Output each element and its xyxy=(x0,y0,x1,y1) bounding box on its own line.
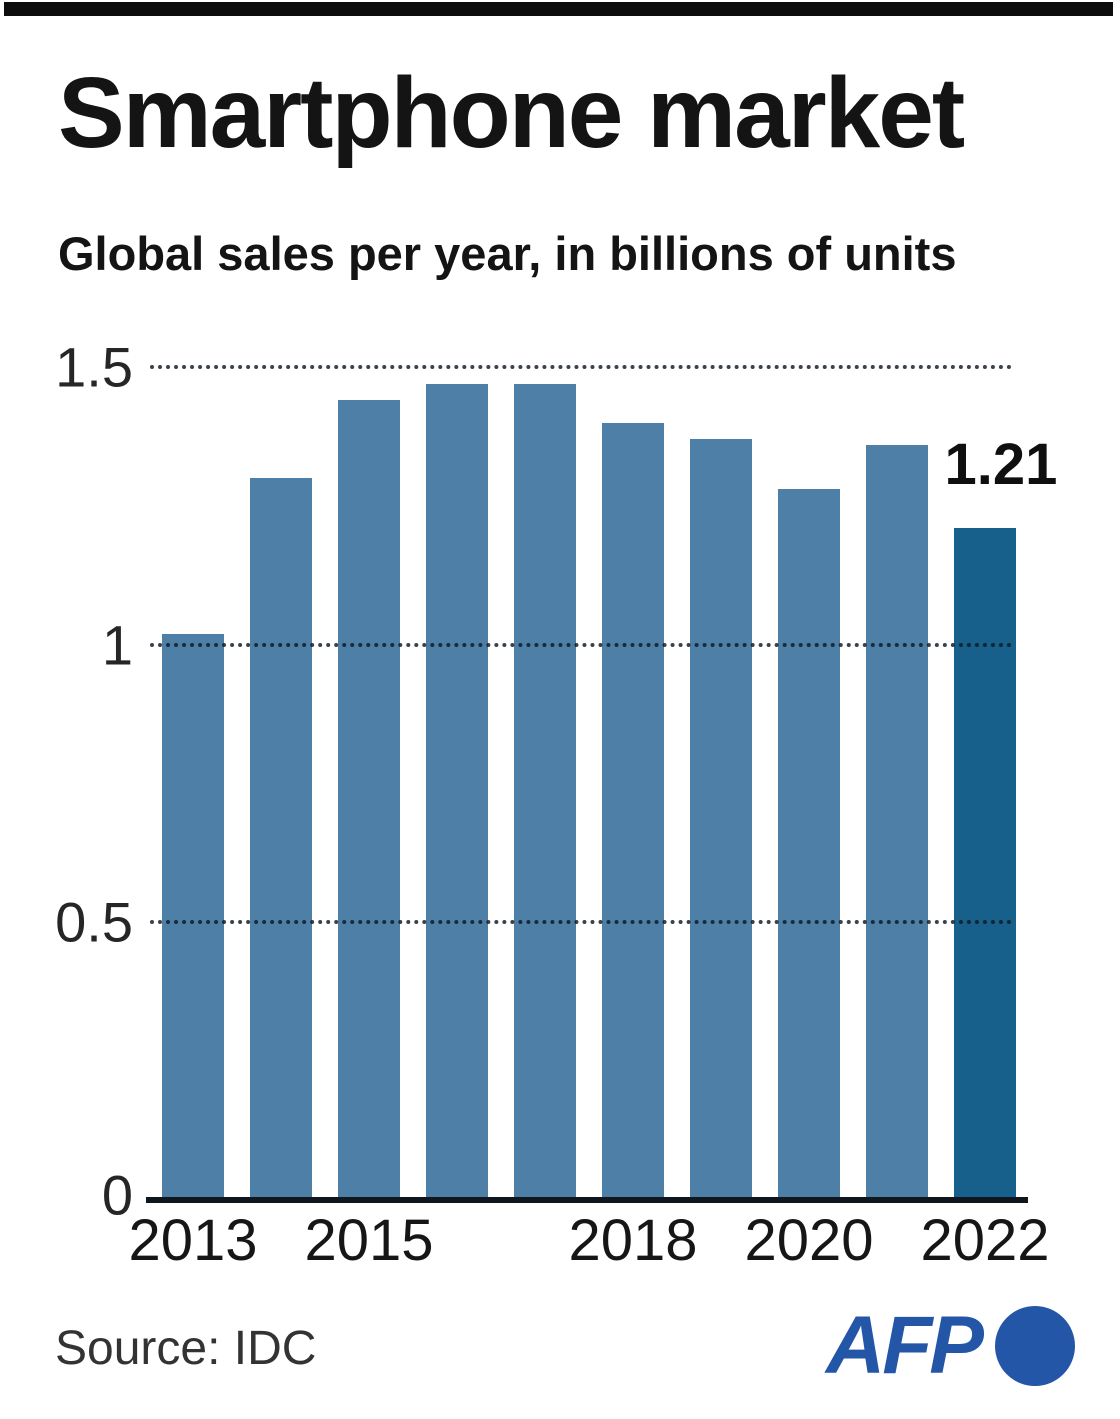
gridline-0.5 xyxy=(150,920,1012,925)
afp-logo-circle-icon xyxy=(995,1306,1075,1386)
y-axis-tick-label-0.5: 0.5 xyxy=(55,890,133,954)
afp-logo: AFP xyxy=(826,1300,1075,1392)
y-axis-tick-label-1.5: 1.5 xyxy=(55,335,133,399)
bar-2016 xyxy=(426,383,488,1200)
gridline-1 xyxy=(150,642,1012,647)
bar-2022 xyxy=(954,528,1016,1200)
x-axis-label-2015: 2015 xyxy=(304,1208,434,1273)
source-credit: Source: IDC xyxy=(55,1322,317,1375)
x-axis-label-2018: 2018 xyxy=(568,1208,698,1273)
bar-2017 xyxy=(514,383,576,1200)
bar-2013 xyxy=(162,633,224,1200)
bar-2018 xyxy=(602,422,664,1200)
y-axis-tick-label-0: 0 xyxy=(101,1163,133,1227)
chart-subtitle: Global sales per year, in billions of un… xyxy=(58,227,957,280)
bar-2014 xyxy=(250,478,312,1200)
chart-title: Smartphone market xyxy=(58,57,965,169)
gridline-1.5 xyxy=(150,365,1012,370)
x-axis-label-2022: 2022 xyxy=(920,1208,1050,1273)
bar-2020 xyxy=(778,489,840,1200)
x-axis-label-2013: 2013 xyxy=(128,1208,258,1273)
y-axis-tick-label-1: 1 xyxy=(101,613,133,677)
top-accent-bar xyxy=(4,2,1113,16)
highlight-value-label: 1.21 xyxy=(944,432,1058,497)
bar-2019 xyxy=(690,439,752,1200)
bar-2021 xyxy=(866,444,928,1200)
x-axis-label-2020: 2020 xyxy=(744,1208,874,1273)
x-axis-line xyxy=(146,1197,1028,1203)
bar-2015 xyxy=(338,400,400,1200)
afp-logo-text: AFP xyxy=(826,1300,984,1391)
